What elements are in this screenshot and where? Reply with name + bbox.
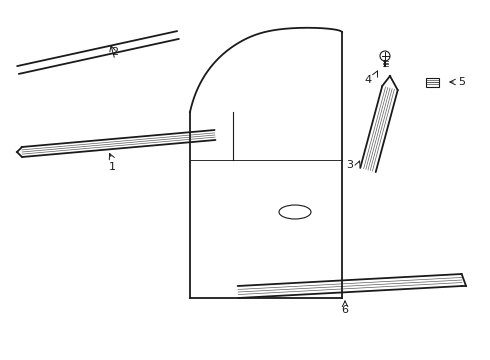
Text: 2: 2 xyxy=(111,47,119,57)
Text: 3: 3 xyxy=(346,160,353,170)
Bar xyxy=(425,77,439,86)
Text: 1: 1 xyxy=(108,162,116,172)
Text: 4: 4 xyxy=(365,75,371,85)
Text: 5: 5 xyxy=(459,77,466,87)
Text: 6: 6 xyxy=(342,305,348,315)
